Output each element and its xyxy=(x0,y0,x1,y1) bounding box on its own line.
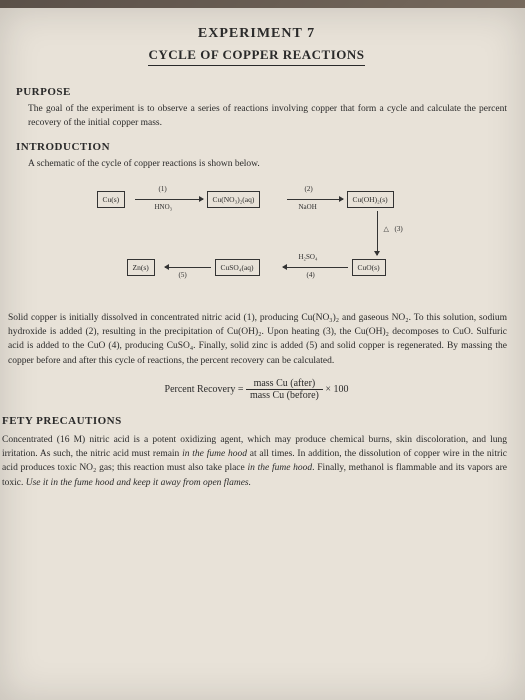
introduction-intro: A schematic of the cycle of copper react… xyxy=(28,157,507,171)
arrow-1 xyxy=(135,199,203,200)
safety-heading: FETY PRECAUTIONS xyxy=(2,415,513,427)
arrow-3-sym: △ xyxy=(384,225,389,233)
arrow-4-label-top: H₂SO₄ xyxy=(299,253,318,261)
arrow-3 xyxy=(377,211,378,255)
node-zn: Zn(s) xyxy=(127,259,155,276)
formula-fraction: mass Cu (after) mass Cu (before) xyxy=(246,378,323,401)
purpose-heading: PURPOSE xyxy=(16,86,513,98)
arrow-4-label-bot: (4) xyxy=(307,271,315,279)
purpose-text: The goal of the experiment is to observe… xyxy=(28,102,507,131)
node-cuso4: CuSO₄(aq) xyxy=(215,259,260,276)
reaction-flowchart: Cu(s) Cu(NO₃)₂(aq) Cu(OH)₂(s) Zn(s) CuSO… xyxy=(87,181,427,301)
safety-i1: in the fume hood xyxy=(182,449,247,459)
node-cuoh2: Cu(OH)₂(s) xyxy=(347,191,394,208)
experiment-number: EXPERIMENT 7 xyxy=(0,26,513,42)
arrow-1-label-bot: HNO₃ xyxy=(155,203,173,211)
formula-denominator: mass Cu (before) xyxy=(246,390,323,401)
node-cuno3: Cu(NO₃)₂(aq) xyxy=(207,191,261,208)
introduction-body: Solid copper is initially dissolved in c… xyxy=(8,311,507,368)
recovery-formula: Percent Recovery = mass Cu (after) mass … xyxy=(0,378,513,401)
arrow-3-label: (3) xyxy=(395,225,403,233)
document-header: EXPERIMENT 7 CYCLE OF COPPER REACTIONS xyxy=(0,26,513,66)
formula-suffix: × 100 xyxy=(325,384,348,395)
safety-i2: in the fume hood xyxy=(247,463,312,473)
safety-i3: Use it in the fume hood and keep it away… xyxy=(26,478,251,488)
arrow-1-label-top: (1) xyxy=(159,185,167,193)
arrow-4 xyxy=(283,267,348,268)
node-cu: Cu(s) xyxy=(97,191,126,208)
arrow-5 xyxy=(165,267,211,268)
introduction-heading: INTRODUCTION xyxy=(16,141,513,153)
arrow-5-label-bot: (5) xyxy=(179,271,187,279)
formula-numerator: mass Cu (after) xyxy=(246,378,323,390)
formula-label: Percent Recovery = xyxy=(165,384,244,395)
document-page: EXPERIMENT 7 CYCLE OF COPPER REACTIONS P… xyxy=(0,8,525,700)
arrow-2 xyxy=(287,199,343,200)
arrow-2-label-bot: NaOH xyxy=(299,203,317,211)
safety-text: Concentrated (16 M) nitric acid is a pot… xyxy=(2,433,507,490)
experiment-title: CYCLE OF COPPER REACTIONS xyxy=(148,47,364,66)
node-cuo: CuO(s) xyxy=(352,259,386,276)
arrow-2-label-top: (2) xyxy=(305,185,313,193)
